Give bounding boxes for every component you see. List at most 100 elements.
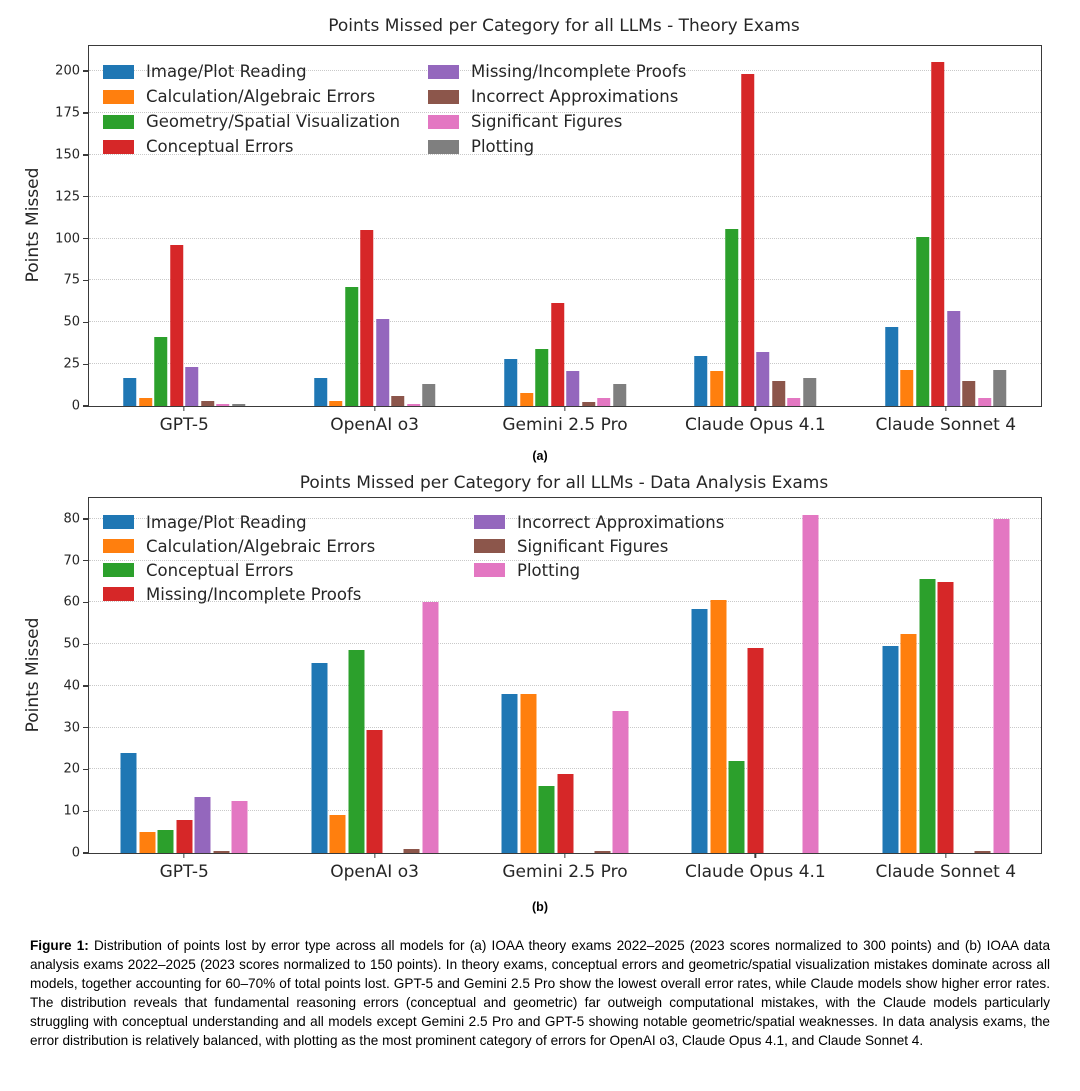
- y-tick-mark: [82, 237, 88, 240]
- x-tick-mark: [754, 853, 757, 858]
- legend-swatch-icon: [103, 515, 134, 529]
- figure-caption-text: Distribution of points lost by error typ…: [30, 938, 1051, 1048]
- legend-label: Plotting: [471, 137, 535, 156]
- bar: [772, 380, 786, 406]
- legend-item: Geometry/Spatial Visualization: [103, 109, 400, 134]
- bar: [787, 397, 801, 406]
- bar: [139, 832, 156, 853]
- bar: [216, 403, 230, 406]
- legend-label: Incorrect Approximations: [517, 512, 725, 532]
- legend-label: Conceptual Errors: [146, 137, 294, 156]
- legend-item: Conceptual Errors: [103, 558, 375, 582]
- bar: [962, 380, 976, 406]
- legend-swatch-icon: [474, 515, 505, 529]
- bar: [422, 384, 436, 406]
- y-tick-label: 10: [63, 803, 80, 819]
- y-tick-mark: [82, 852, 88, 854]
- legend-swatch-icon: [474, 563, 505, 577]
- figure-panel-b: Points Missed per Category for all LLMs …: [0, 470, 1080, 933]
- legend-item: Plotting: [474, 558, 724, 582]
- y-tick-mark: [82, 518, 88, 520]
- bar: [993, 518, 1010, 853]
- x-tick-label: Claude Opus 4.1: [685, 862, 826, 882]
- legend-label: Image/Plot Reading: [146, 62, 307, 81]
- bar: [710, 370, 724, 406]
- bar: [504, 359, 518, 406]
- x-tick-mark: [183, 853, 185, 858]
- legend-label: Calculation/Algebraic Errors: [146, 87, 376, 106]
- legend-column-1: Image/Plot Reading Calculation/Algebraic …: [103, 59, 400, 159]
- legend-label: Geometry/Spatial Visualization: [146, 112, 401, 131]
- y-tick-label: 0: [71, 398, 80, 414]
- legend-label: Image/Plot Reading: [146, 512, 307, 532]
- chart-a-plot-area: 0 25 50 75 100 125 150 175 200 GPT-5 OpenAI o3 Gemi…: [55, 45, 1042, 435]
- y-tick-label: 70: [63, 553, 80, 569]
- legend-item: Image/Plot Reading: [103, 510, 375, 534]
- y-tick-label: 40: [63, 678, 80, 694]
- x-tick-label: Claude Opus 4.1: [685, 415, 826, 435]
- bar: [728, 761, 745, 853]
- y-tick-mark: [82, 643, 88, 645]
- bar-group-OpenAI o3: [313, 46, 436, 406]
- y-tick-mark: [82, 727, 88, 729]
- y-tick-label: 125: [55, 189, 80, 205]
- y-tick-mark: [82, 112, 88, 114]
- legend-item: Incorrect Approximations: [474, 510, 724, 534]
- bar-group-GPT-5: [120, 498, 248, 853]
- bar: [566, 370, 580, 406]
- legend-item: Missing/Incomplete Proofs: [103, 582, 375, 606]
- bar: [974, 850, 991, 853]
- bar-group-Gemini 2.5 Pro: [501, 498, 629, 853]
- bar: [154, 337, 168, 406]
- legend-item: Conceptual Errors: [103, 134, 400, 159]
- chart-b-plot-area: 0 10 20 30 40 50 60 70 80 GPT-5 OpenAI o3 Gemini 2.…: [63, 497, 1042, 882]
- x-tick-label: Claude Sonnet 4: [875, 415, 1017, 435]
- bar: [375, 318, 389, 406]
- bar: [557, 773, 573, 853]
- bar: [916, 236, 930, 406]
- legend-item: Missing/Incomplete Proofs: [428, 59, 686, 84]
- bar: [200, 400, 214, 406]
- bar-group-Claude Opus 4.1: [694, 46, 817, 406]
- legend-swatch-icon: [428, 89, 459, 104]
- bar: [501, 694, 518, 853]
- bar: [885, 327, 899, 406]
- y-tick-mark: [82, 321, 88, 323]
- figure-caption: Figure 1: Distribution of points lost by…: [30, 936, 1050, 1050]
- bar: [138, 397, 152, 406]
- y-tick-label: 200: [55, 63, 80, 79]
- bar: [194, 796, 211, 853]
- y-tick-mark: [82, 196, 88, 198]
- bar: [882, 646, 899, 853]
- bar: [185, 366, 199, 406]
- y-tick-label: 100: [55, 231, 80, 247]
- bar: [694, 355, 708, 406]
- legend-swatch-icon: [428, 139, 459, 154]
- bar: [348, 650, 365, 853]
- legend-column-2: Incorrect Approximations Significant Figu…: [474, 510, 724, 582]
- legend-label: Conceptual Errors: [146, 560, 294, 580]
- bar: [756, 351, 770, 406]
- legend-swatch-icon: [474, 539, 505, 553]
- bar-group-GPT-5: [123, 46, 245, 406]
- x-tick-mark: [373, 853, 376, 858]
- legend-swatch-icon: [103, 539, 134, 553]
- bar: [581, 401, 595, 406]
- bar: [344, 287, 358, 406]
- bar: [366, 729, 383, 853]
- bar: [519, 393, 533, 406]
- legend-swatch-icon: [428, 64, 459, 79]
- legend-label: Missing/Incomplete Proofs: [471, 62, 687, 81]
- bar: [422, 602, 439, 853]
- x-tick-mark: [564, 406, 566, 411]
- x-tick-mark: [183, 406, 185, 411]
- legend-swatch-icon: [103, 563, 134, 577]
- bar: [231, 800, 248, 853]
- x-tick-mark: [754, 406, 757, 411]
- bar: [231, 403, 245, 406]
- bar: [900, 633, 917, 853]
- y-tick-label: 20: [63, 761, 80, 777]
- bar: [900, 370, 914, 406]
- bar: [919, 579, 936, 853]
- bar: [947, 311, 961, 406]
